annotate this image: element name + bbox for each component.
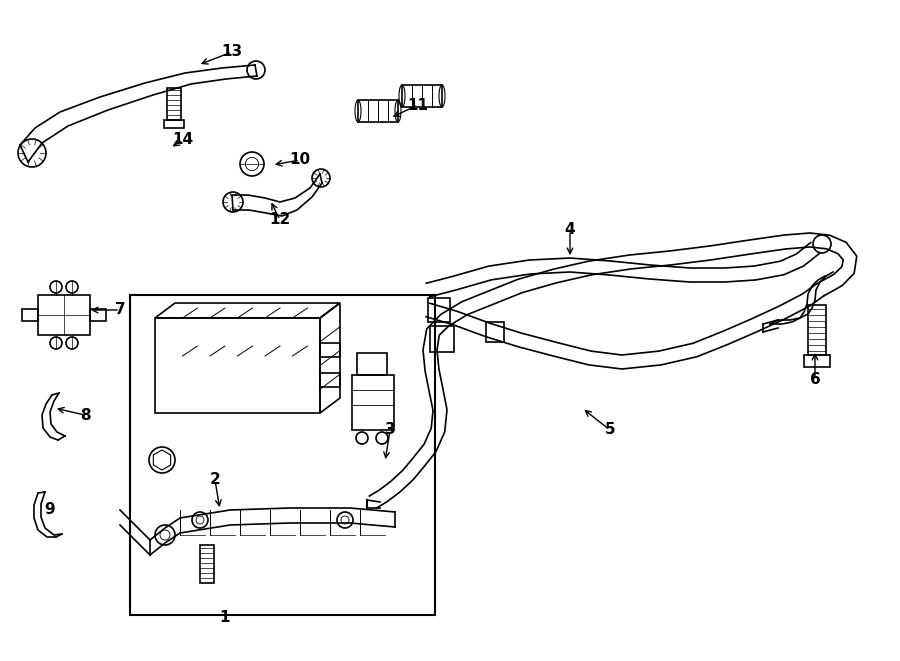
Bar xyxy=(402,85,442,107)
Bar xyxy=(428,298,450,322)
Text: 13: 13 xyxy=(221,44,243,59)
Bar xyxy=(320,343,340,357)
Bar xyxy=(486,322,504,342)
Bar xyxy=(804,355,830,367)
Text: 4: 4 xyxy=(564,223,575,237)
Text: 2: 2 xyxy=(210,473,220,488)
Text: 8: 8 xyxy=(80,407,90,422)
Text: 1: 1 xyxy=(220,609,230,625)
Bar xyxy=(90,309,106,321)
Bar xyxy=(320,373,340,387)
Bar xyxy=(155,318,320,413)
Bar xyxy=(164,120,184,128)
Text: 12: 12 xyxy=(269,212,291,227)
Bar xyxy=(130,295,435,615)
Bar xyxy=(430,326,454,352)
Bar xyxy=(357,353,387,375)
Text: 9: 9 xyxy=(45,502,55,518)
Text: 10: 10 xyxy=(290,153,310,167)
Text: 7: 7 xyxy=(114,303,125,317)
Text: 14: 14 xyxy=(173,132,194,147)
Text: 11: 11 xyxy=(408,98,428,112)
Bar xyxy=(352,375,394,430)
Bar xyxy=(22,309,38,321)
Text: 6: 6 xyxy=(810,373,821,387)
Bar xyxy=(38,295,90,335)
Text: 3: 3 xyxy=(384,422,395,438)
Bar xyxy=(200,545,214,583)
Text: 5: 5 xyxy=(605,422,616,438)
Bar xyxy=(358,100,398,122)
Bar xyxy=(808,305,826,355)
Bar xyxy=(167,88,181,120)
